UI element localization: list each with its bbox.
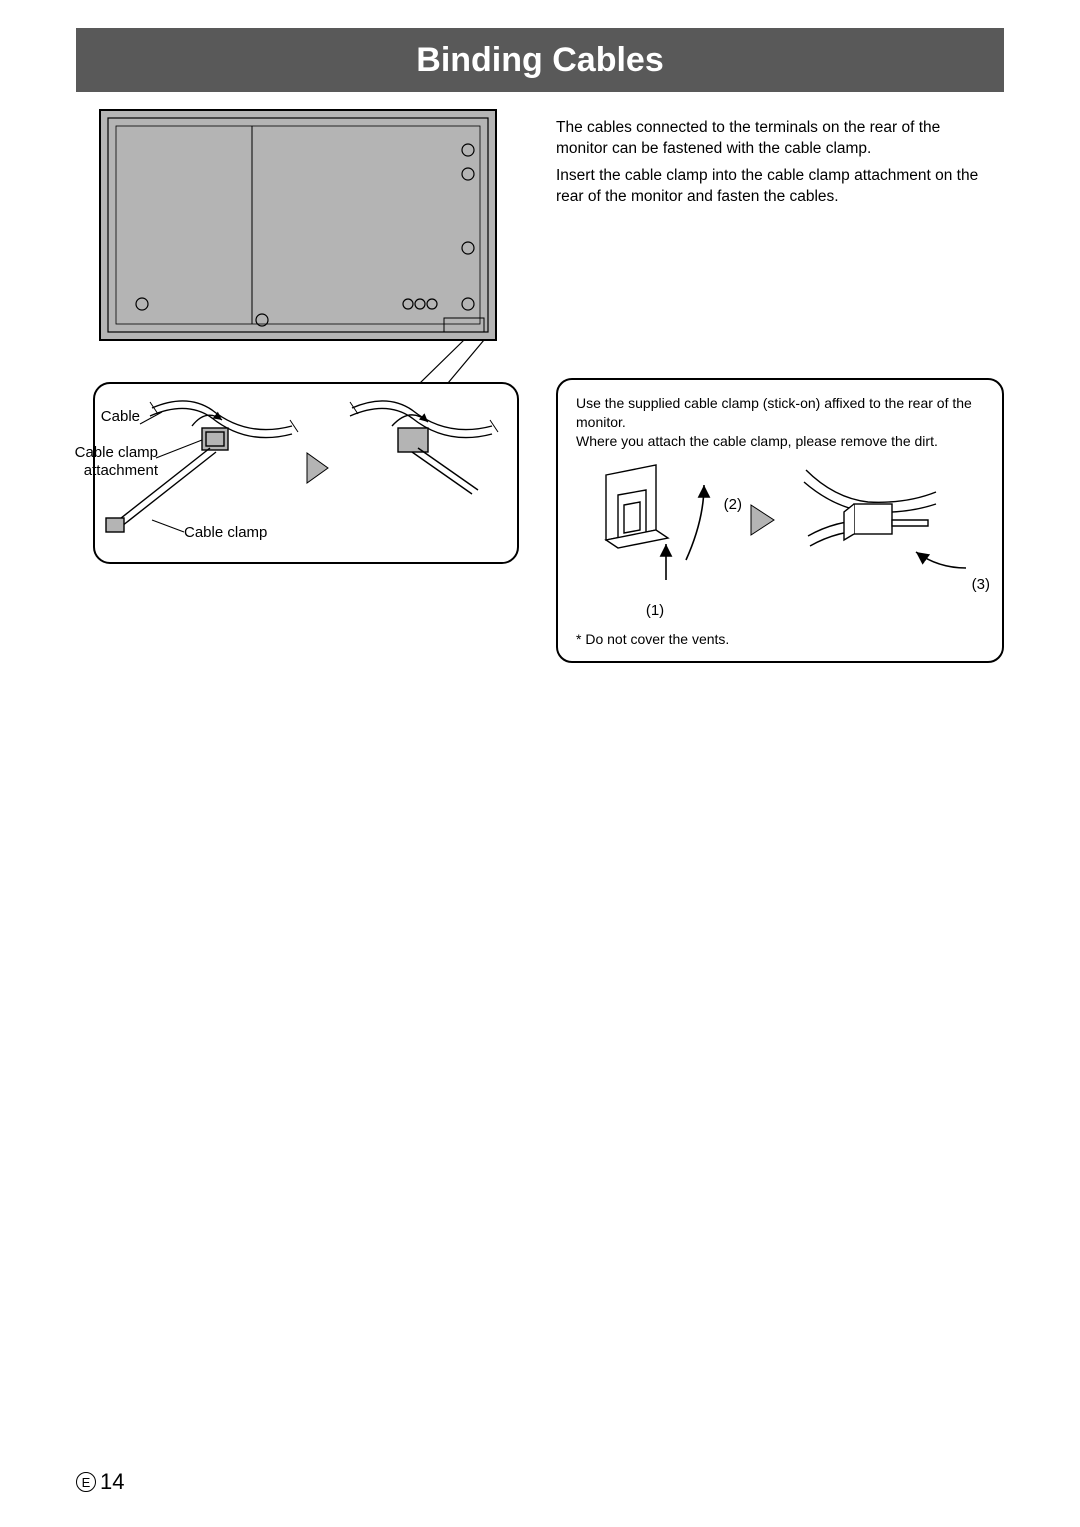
info-text-1: Use the supplied cable clamp (stick-on) … <box>576 394 984 432</box>
title-bar: Binding Cables <box>76 28 1004 92</box>
label-clamp-attachment: Cable clamp attachment <box>64 444 158 480</box>
step-2: (2) <box>712 496 742 514</box>
page-lang-badge: E <box>76 1472 96 1492</box>
page-title: Binding Cables <box>416 41 663 80</box>
label-cable: Cable <box>90 408 140 426</box>
label-clamp: Cable clamp <box>184 524 304 542</box>
paragraph-2: Insert the cable clamp into the cable cl… <box>556 166 996 208</box>
label-clamp-attachment-l1: Cable clamp <box>75 444 158 461</box>
monitor-rear-svg <box>92 108 522 568</box>
info-text-2: Where you attach the cable clamp, please… <box>576 432 984 451</box>
info-diagram-svg <box>576 450 986 600</box>
diagram-monitor-rear: Cable Cable clamp attachment Cable clamp <box>92 108 522 568</box>
step-3: (3) <box>960 576 990 594</box>
step-1: (1) <box>640 602 670 620</box>
label-clamp-attachment-l2: attachment <box>84 462 158 479</box>
info-box: Use the supplied cable clamp (stick-on) … <box>556 378 1004 663</box>
page-num-value: 14 <box>100 1469 124 1495</box>
page-number: E 14 <box>76 1469 124 1495</box>
paragraph-1: The cables connected to the terminals on… <box>556 118 996 160</box>
info-footnote: * Do not cover the vents. <box>576 631 729 647</box>
